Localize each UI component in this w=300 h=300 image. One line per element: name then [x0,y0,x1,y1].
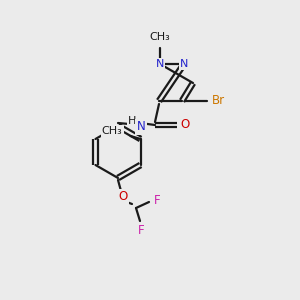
Text: CH₃: CH₃ [150,32,170,42]
Text: CH₃: CH₃ [102,126,122,136]
Text: F: F [154,194,160,208]
Text: O: O [180,118,190,130]
Text: N: N [180,59,188,69]
Text: N: N [136,121,146,134]
Text: H: H [128,116,136,126]
Text: F: F [138,224,144,238]
Text: O: O [118,190,127,203]
Text: Br: Br [212,94,225,107]
Text: N: N [156,59,164,69]
